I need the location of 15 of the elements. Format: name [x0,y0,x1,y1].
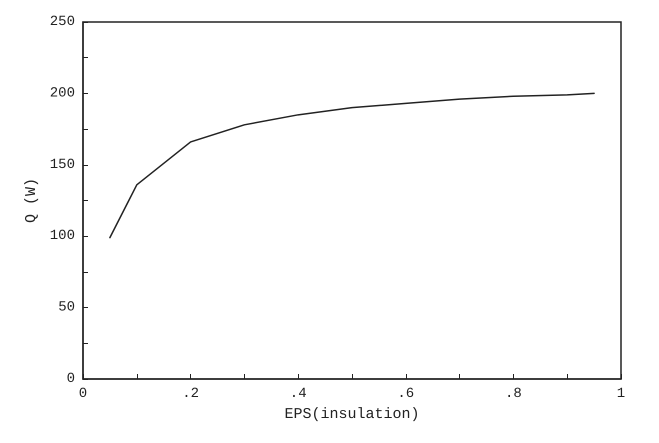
y-tick-label: 0 [66,371,75,387]
y-tick-label: 250 [50,14,75,30]
x-tick-label: .2 [182,386,200,402]
x-tick-label: 1 [616,386,626,402]
y-tick-label: 100 [50,228,75,244]
line-series [109,92,595,238]
x-tick-label: 0 [78,386,88,402]
y-tick-label: 200 [50,85,75,102]
y-tick-label: 50 [58,300,75,316]
x-axis-title: EPS(insulation) [284,406,420,423]
x-tick-label: .6 [397,386,414,402]
y-axis-title: Q (W) [22,178,40,224]
x-tick-label: .4 [290,386,307,402]
y-tick-label: 150 [50,156,75,173]
x-tick-label: .8 [504,386,522,402]
